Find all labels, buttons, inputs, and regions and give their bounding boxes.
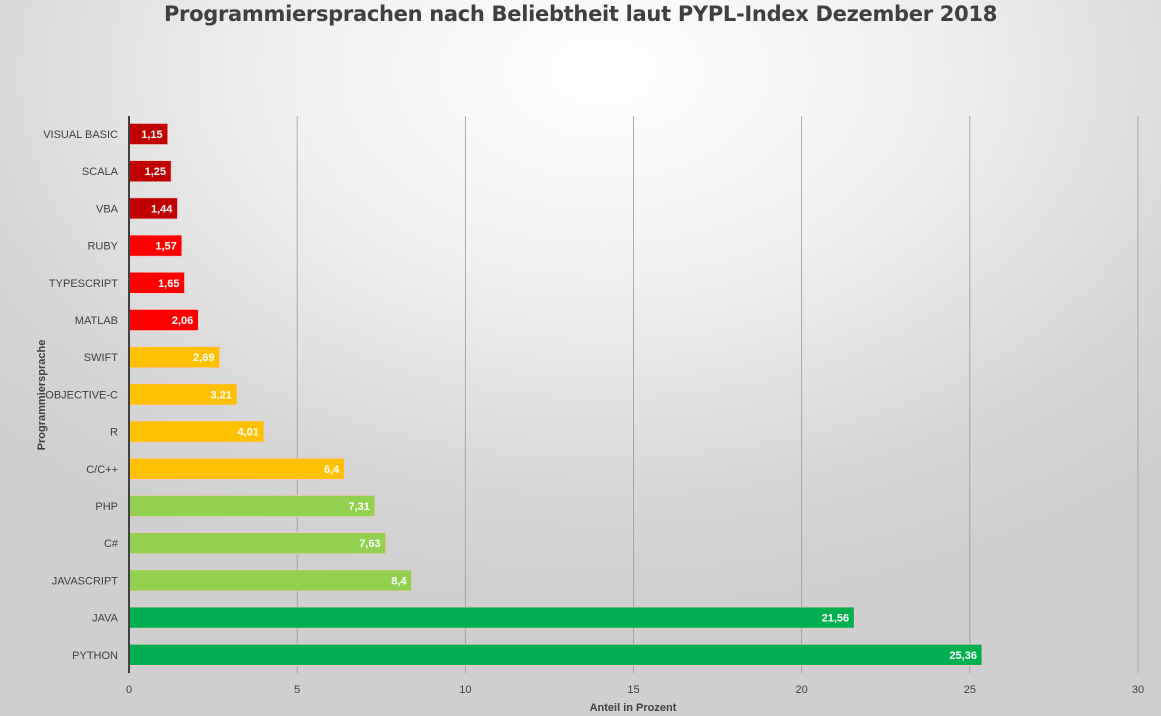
category-label: RUBY xyxy=(87,241,118,253)
data-label: 4,01 xyxy=(237,427,258,439)
chart-title: Programmiersprachen nach Beliebtheit lau… xyxy=(163,2,998,26)
y-axis-title: Programmiersprache xyxy=(36,340,48,451)
x-tick-label: 15 xyxy=(627,684,639,696)
category-label: TYPESCRIPT xyxy=(49,278,118,290)
category-label: VBA xyxy=(96,203,119,215)
x-tick-label: 10 xyxy=(459,684,471,696)
category-label: JAVA xyxy=(92,613,119,625)
x-tick-label: 30 xyxy=(1132,684,1144,696)
x-axis-title: Anteil in Prozent xyxy=(590,702,677,714)
data-label: 1,44 xyxy=(151,203,173,215)
data-label: 1,15 xyxy=(141,129,162,141)
x-tick-label: 5 xyxy=(294,684,300,696)
bar xyxy=(128,495,376,517)
category-label: MATLAB xyxy=(75,315,118,327)
category-label: OBJECTIVE-C xyxy=(45,389,118,401)
x-tick-label: 25 xyxy=(964,684,976,696)
bar xyxy=(128,643,983,666)
category-label: PHP xyxy=(95,501,118,513)
bar xyxy=(128,457,345,480)
bar xyxy=(128,569,412,592)
category-label: SCALA xyxy=(82,166,119,178)
data-label: 1,65 xyxy=(158,278,179,290)
data-label: 3,21 xyxy=(211,389,232,401)
data-label: 2,06 xyxy=(172,315,193,327)
data-label: 7,63 xyxy=(359,538,380,550)
data-label: 8,4 xyxy=(391,575,407,587)
category-label: R xyxy=(110,427,118,439)
category-label: SWIFT xyxy=(84,352,118,364)
data-label: 7,31 xyxy=(348,501,369,513)
category-label: JAVASCRIPT xyxy=(52,575,118,587)
category-label: C/C++ xyxy=(86,464,118,476)
bar xyxy=(128,606,855,629)
data-label: 1,25 xyxy=(145,166,166,178)
category-label: VISUAL BASIC xyxy=(43,129,118,141)
category-label: PYTHON xyxy=(72,650,118,662)
x-tick-label: 20 xyxy=(796,684,808,696)
category-label: C# xyxy=(104,538,119,550)
data-label: 21,56 xyxy=(822,613,850,625)
data-label: 25,36 xyxy=(949,650,977,662)
data-label: 2,69 xyxy=(193,352,214,364)
data-label: 6,4 xyxy=(324,464,340,476)
x-tick-label: 0 xyxy=(126,684,132,696)
bar xyxy=(128,532,386,555)
data-label: 1,57 xyxy=(155,241,176,253)
